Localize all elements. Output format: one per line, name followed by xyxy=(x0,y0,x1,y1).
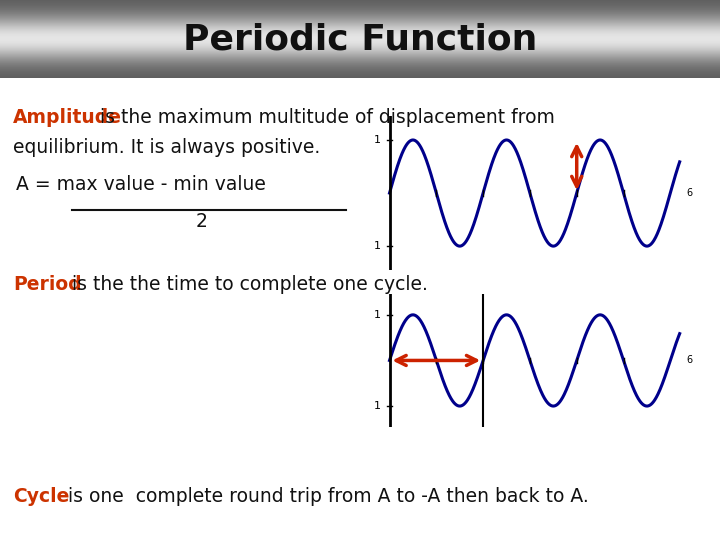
Text: is the the time to complete one cycle.: is the the time to complete one cycle. xyxy=(66,274,428,294)
Text: A = max value - min value: A = max value - min value xyxy=(16,176,266,194)
Text: equilibrium. It is always positive.: equilibrium. It is always positive. xyxy=(13,138,320,157)
Text: 1: 1 xyxy=(374,310,381,320)
Text: Cycle: Cycle xyxy=(13,487,69,506)
Text: 6: 6 xyxy=(687,355,693,366)
Text: 1: 1 xyxy=(374,401,381,411)
Text: 1: 1 xyxy=(374,135,381,145)
Text: 6: 6 xyxy=(687,188,693,198)
Text: Period: Period xyxy=(13,274,81,294)
Text: is one  complete round trip from A to -A then back to A.: is one complete round trip from A to -A … xyxy=(62,487,589,506)
Text: 1: 1 xyxy=(374,241,381,251)
Text: Periodic Function: Periodic Function xyxy=(183,22,537,56)
Text: 2: 2 xyxy=(196,212,207,231)
Text: Amplitude: Amplitude xyxy=(13,109,122,127)
Text: is the maximum multitude of displacement from: is the maximum multitude of displacement… xyxy=(94,109,555,127)
